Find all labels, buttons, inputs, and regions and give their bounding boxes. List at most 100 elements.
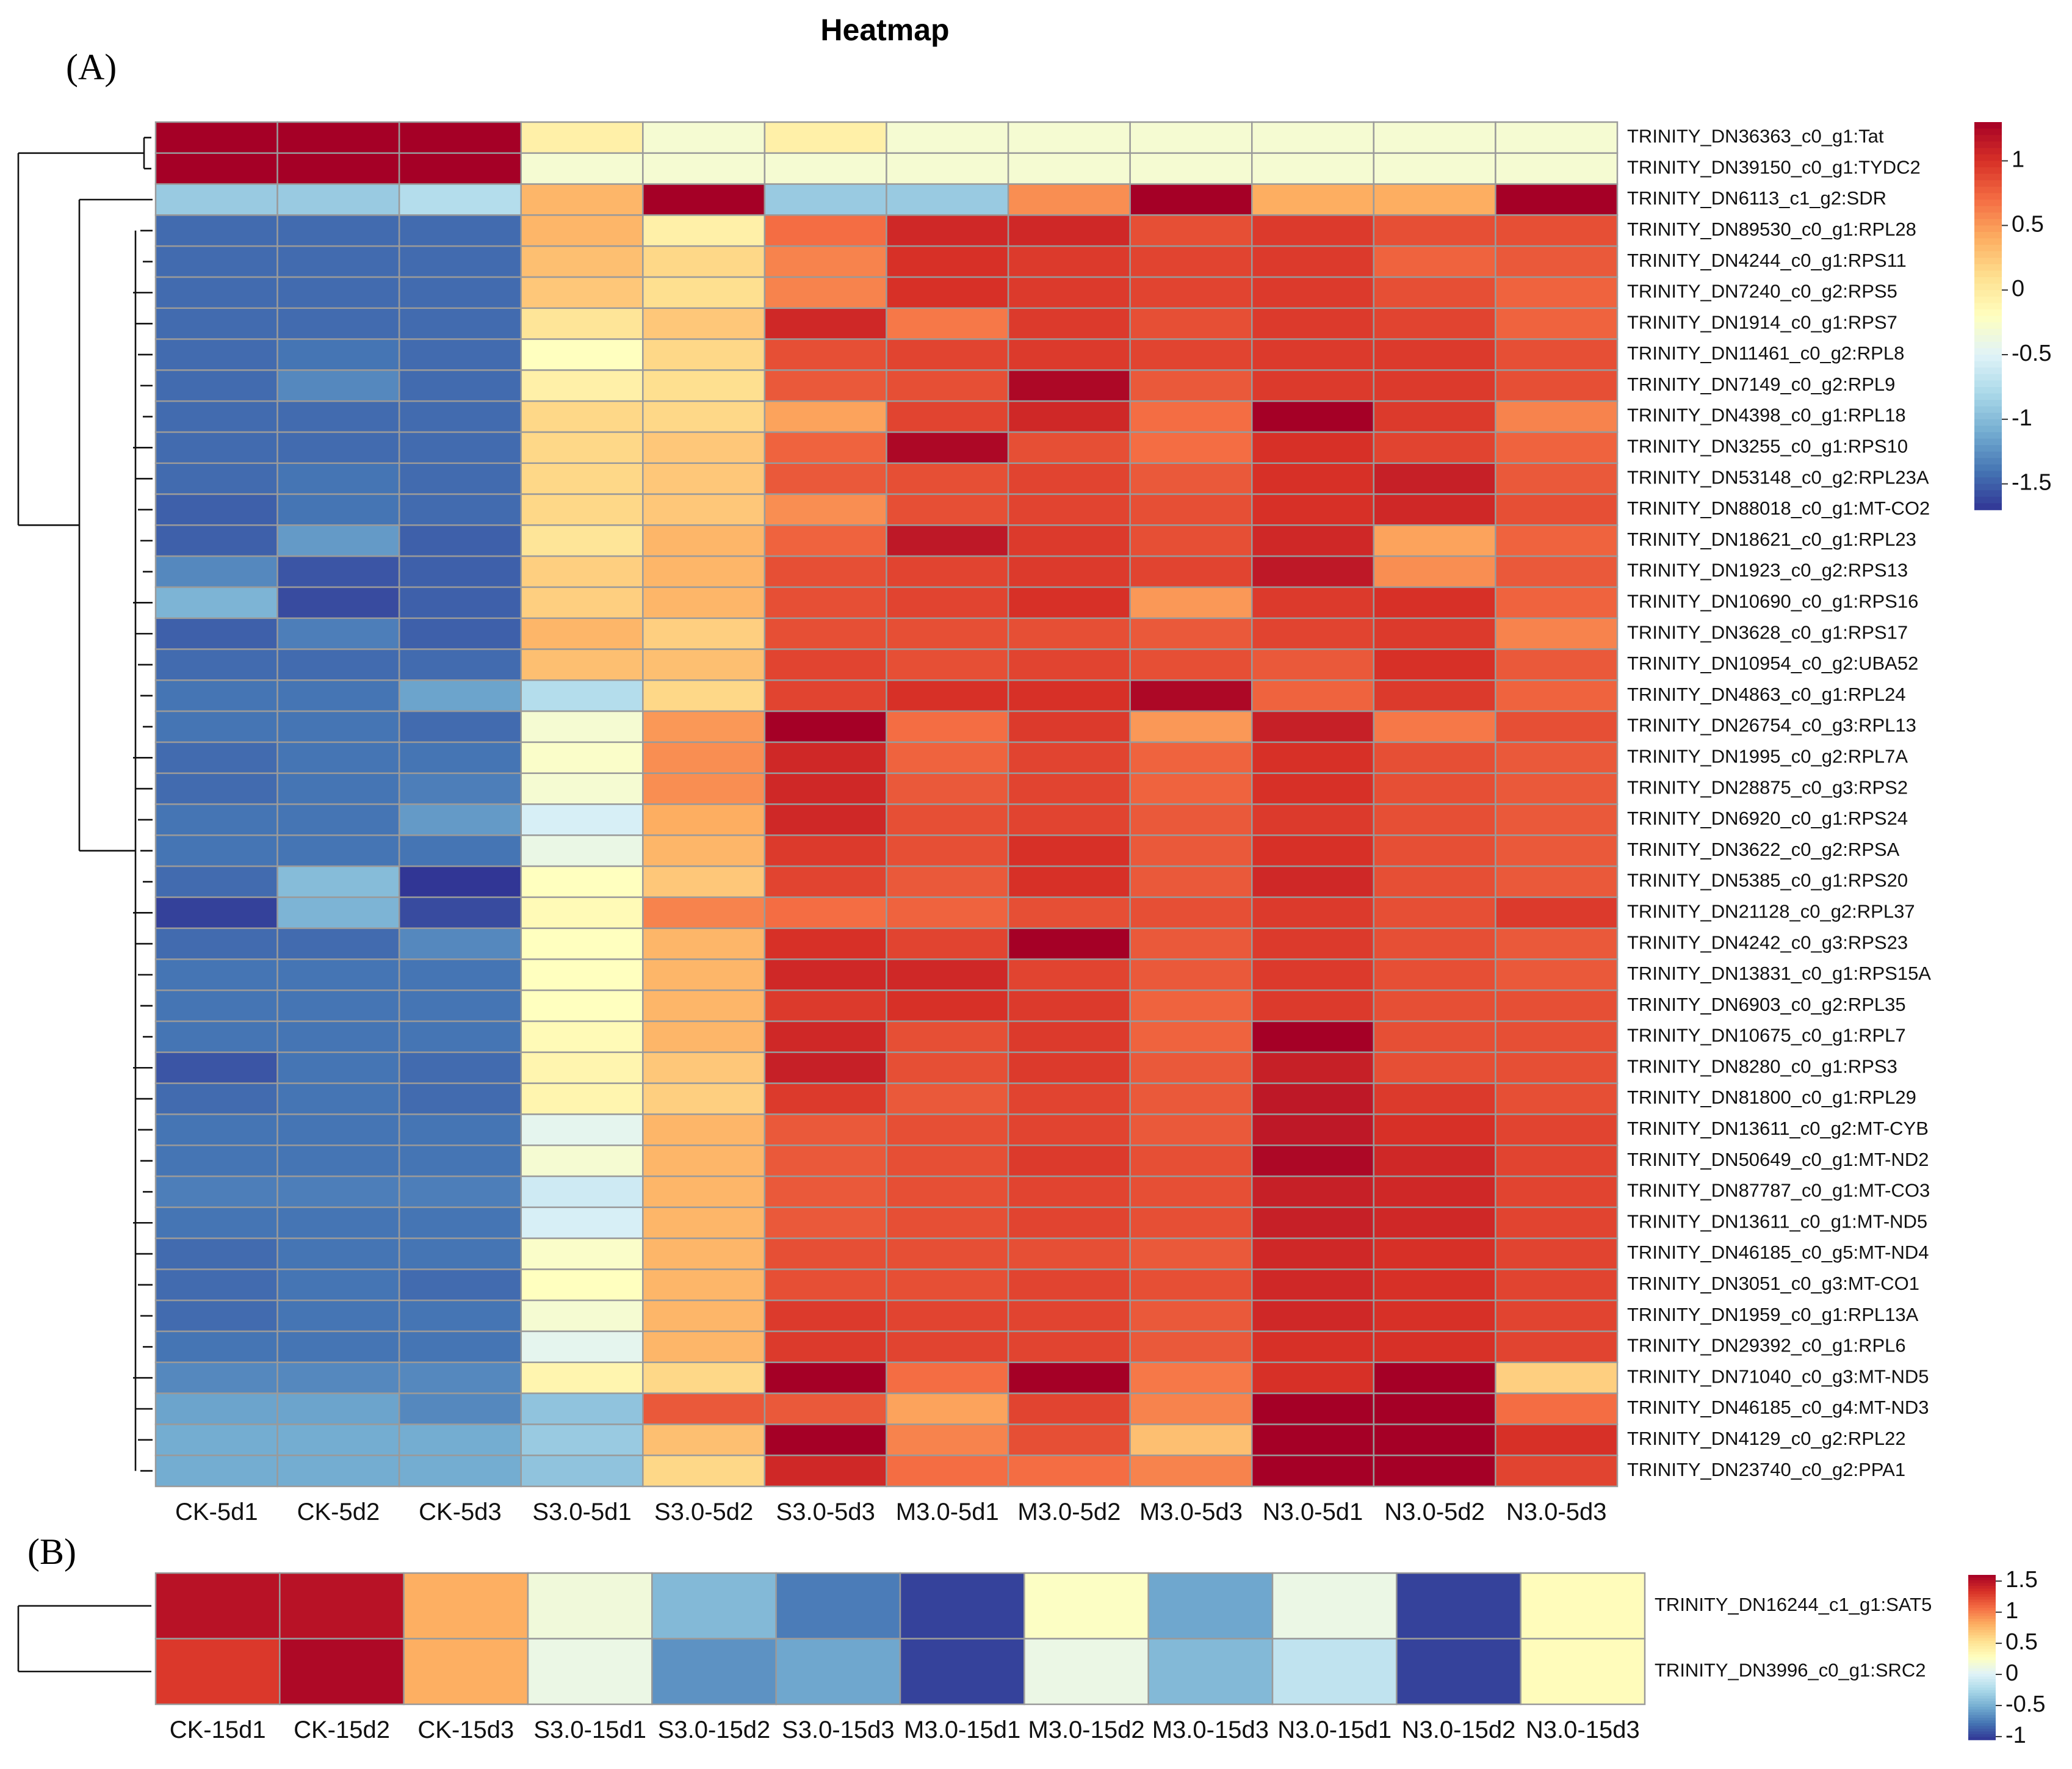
heatmap-cell	[154, 679, 278, 712]
heatmap-cell	[1007, 1020, 1131, 1054]
heatmap-cell	[642, 617, 766, 650]
heatmap-cell	[1495, 927, 1619, 960]
heatmap-cell	[1129, 431, 1253, 464]
heatmap-cell	[1129, 493, 1253, 526]
heatmap-cell	[1373, 555, 1496, 588]
heatmap-cell	[403, 1638, 529, 1706]
heatmap-cell	[899, 1572, 1025, 1640]
column-label: M3.0-5d2	[1017, 1499, 1121, 1525]
row-label: TRINITY_DN46185_c0_g4:MT-ND3	[1627, 1397, 1929, 1418]
legend-swatch	[1968, 1690, 1996, 1694]
heatmap-cell	[1251, 431, 1375, 464]
heatmap-cell	[398, 493, 522, 526]
heatmap-cell	[1129, 1020, 1253, 1054]
heatmap-cell	[1495, 1454, 1619, 1488]
heatmap-cell	[1007, 152, 1131, 185]
heatmap-cell	[276, 679, 400, 712]
legend-swatch	[1974, 328, 2002, 336]
heatmap-cell	[1251, 1206, 1375, 1239]
heatmap-cell	[642, 772, 766, 805]
heatmap-cell	[1396, 1638, 1522, 1706]
heatmap-cell	[398, 400, 522, 433]
heatmap-cell	[642, 648, 766, 681]
legend-swatch	[1974, 341, 2002, 349]
legend-swatch	[1974, 264, 2002, 272]
legend-swatch	[1974, 251, 2002, 259]
heatmap-cell	[398, 524, 522, 557]
legend-swatch	[1968, 1638, 1996, 1641]
row-label: TRINITY_DN10954_c0_g2:UBA52	[1627, 653, 1918, 674]
legend-swatch	[1974, 283, 2002, 291]
heatmap-cell	[520, 989, 644, 1022]
row-label: TRINITY_DN4863_c0_g1:RPL24	[1627, 684, 1906, 705]
heatmap-cell	[1495, 1175, 1619, 1209]
heatmap-cell	[1129, 772, 1253, 805]
heatmap-cell	[642, 1020, 766, 1054]
legend-swatch	[1974, 309, 2002, 317]
heatmap-cell	[520, 586, 644, 619]
heatmap-cell	[276, 1454, 400, 1488]
heatmap-cell	[886, 1175, 1009, 1209]
heatmap-cell	[1007, 307, 1131, 340]
column-label: CK-15d1	[170, 1717, 266, 1743]
heatmap-cell	[642, 369, 766, 402]
column-label: N3.0-5d2	[1384, 1499, 1485, 1525]
heatmap-cell	[527, 1638, 653, 1706]
heatmap-cell	[642, 431, 766, 464]
legend-swatch	[1968, 1586, 1996, 1590]
heatmap-cell	[276, 276, 400, 309]
heatmap-cell	[1495, 369, 1619, 402]
heatmap-cell	[763, 338, 887, 371]
heatmap-cell	[1129, 338, 1253, 371]
heatmap-cell	[1495, 1330, 1619, 1364]
row-label: TRINITY_DN71040_c0_g3:MT-ND5	[1627, 1366, 1929, 1387]
heatmap-cell	[1495, 1299, 1619, 1333]
heatmap-cell	[1495, 1268, 1619, 1301]
heatmap-cell	[642, 1392, 766, 1425]
heatmap-cell	[886, 1051, 1009, 1084]
heatmap-cell	[276, 1113, 400, 1146]
legend-swatch	[1974, 212, 2002, 220]
heatmap-cell	[154, 927, 278, 960]
heatmap-cell	[642, 989, 766, 1022]
heatmap-cell	[276, 1020, 400, 1054]
heatmap-cell	[642, 462, 766, 495]
legend-swatch	[1968, 1602, 1996, 1606]
heatmap-cell	[1007, 524, 1131, 557]
heatmap-cell	[1495, 276, 1619, 309]
heatmap-cell	[520, 400, 644, 433]
legend-swatch	[1968, 1575, 1996, 1579]
heatmap-cell	[763, 741, 887, 774]
heatmap-cell	[886, 989, 1009, 1022]
heatmap-cell	[1129, 1330, 1253, 1364]
heatmap-cell	[398, 803, 522, 836]
row-label: TRINITY_DN26754_c0_g3:RPL13	[1627, 715, 1916, 736]
legend-swatch	[1974, 458, 2002, 465]
heatmap-cell	[886, 710, 1009, 743]
heatmap-cell	[520, 338, 644, 371]
heatmap-cell	[886, 493, 1009, 526]
heatmap-cell	[1251, 958, 1375, 991]
heatmap-cell	[276, 214, 400, 247]
heatmap-cell	[1007, 1145, 1131, 1178]
heatmap-cell	[1251, 617, 1375, 650]
heatmap-cell	[763, 1299, 887, 1333]
heatmap-cell	[763, 803, 887, 836]
legend-swatch	[1974, 445, 2002, 452]
heatmap-cell	[642, 1145, 766, 1178]
heatmap-cell	[279, 1572, 405, 1640]
row-dendrogram	[17, 137, 153, 1472]
row-label: TRINITY_DN3051_c0_g3:MT-CO1	[1627, 1273, 1919, 1294]
heatmap-cell	[1129, 1113, 1253, 1146]
heatmap-cell	[276, 1175, 400, 1209]
heatmap-cell	[520, 1051, 644, 1084]
heatmap-cell	[1373, 1051, 1496, 1084]
legend-tick-label: -1	[2005, 1723, 2026, 1748]
heatmap-cell	[1373, 710, 1496, 743]
column-label: CK-15d3	[417, 1717, 514, 1743]
heatmap-cell	[520, 214, 644, 247]
legend-swatch	[1968, 1635, 1996, 1639]
heatmap-cell	[154, 431, 278, 464]
legend-swatch	[1968, 1663, 1996, 1666]
heatmap-cell	[1007, 772, 1131, 805]
